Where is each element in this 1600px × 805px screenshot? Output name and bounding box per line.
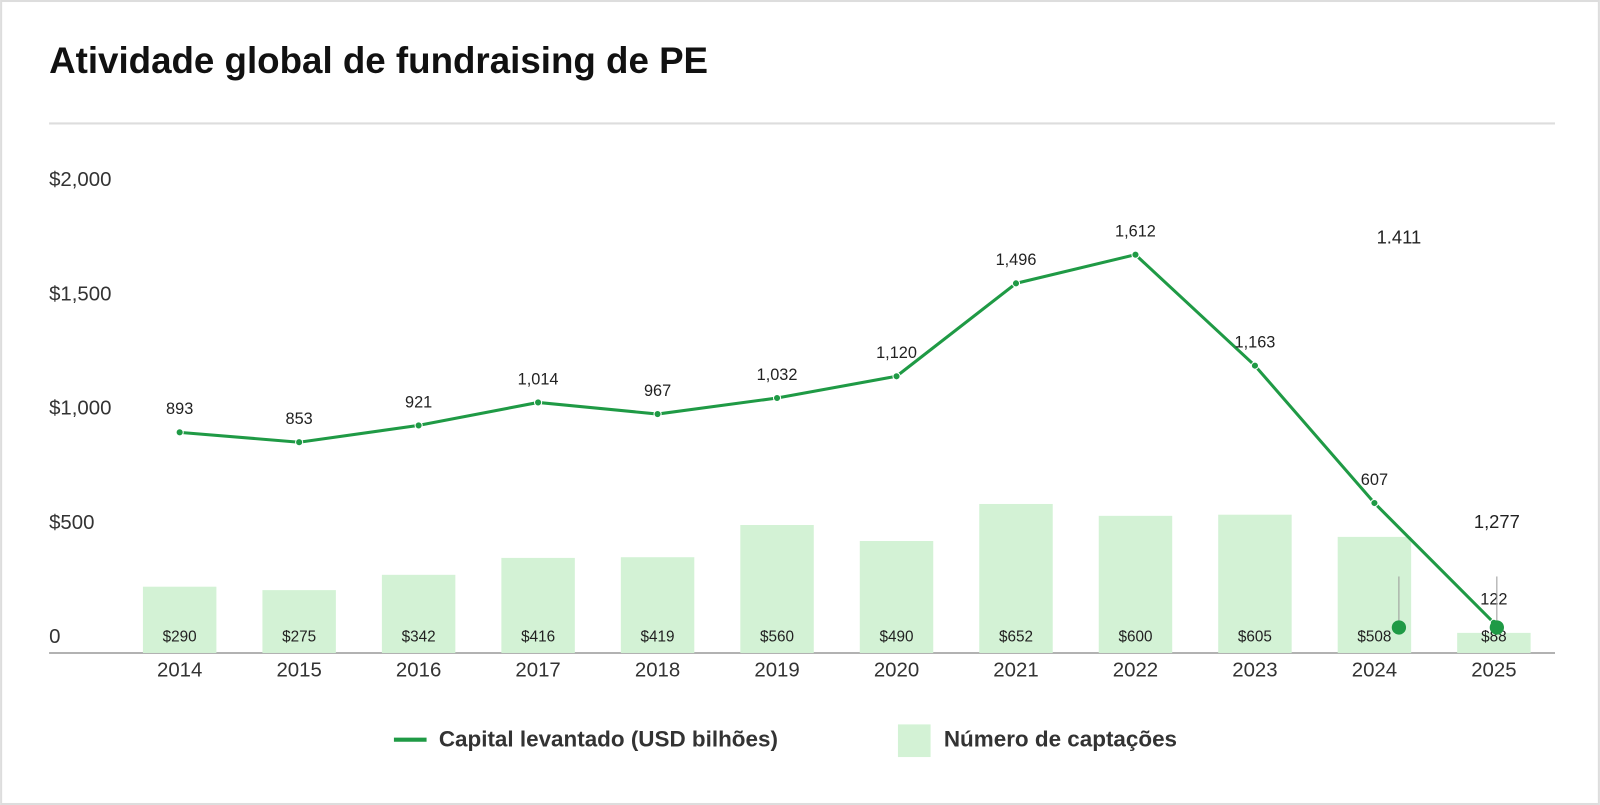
y-tick-label: $2,000 <box>49 169 111 191</box>
bar <box>262 590 336 653</box>
line-point <box>295 438 304 447</box>
bar <box>501 557 575 653</box>
line-label: 921 <box>405 393 432 411</box>
line-label: 853 <box>286 410 313 428</box>
line-point <box>1370 498 1379 508</box>
x-tick-label: 2025 <box>1471 660 1516 682</box>
line-label: 607 <box>1361 471 1388 489</box>
x-tick-label: 2014 <box>157 660 202 682</box>
x-tick-label: 2015 <box>276 660 321 682</box>
line-label: 1,163 <box>1235 333 1276 351</box>
bar-label: $490 <box>880 629 914 646</box>
line-point <box>1250 361 1260 370</box>
y-tick-label: 0 <box>49 626 60 648</box>
annotation: 1,277 <box>1474 511 1520 532</box>
line-label: 1,496 <box>996 251 1037 269</box>
x-tick-label: 2016 <box>396 660 441 682</box>
line-label: 893 <box>166 400 193 418</box>
bar-label: $275 <box>282 629 316 646</box>
bar <box>979 503 1053 653</box>
bar-label: $342 <box>402 629 436 646</box>
bar-label: $560 <box>760 629 794 646</box>
bar-label: $652 <box>999 629 1033 646</box>
bar <box>381 574 456 653</box>
y-tick-label: $1,500 <box>49 283 111 305</box>
y-tick-label: $500 <box>49 512 94 534</box>
legend-label: Número de captações <box>944 727 1177 752</box>
line-point <box>892 372 901 381</box>
bar-label: $605 <box>1238 629 1272 646</box>
line-label: 122 <box>1480 591 1507 609</box>
line-label: 1,120 <box>876 344 917 362</box>
bar <box>1218 514 1292 653</box>
bar-label: $600 <box>1118 629 1152 646</box>
line-point <box>534 398 543 407</box>
x-tick-label: 2022 <box>1113 660 1158 682</box>
y-tick-label: $1,000 <box>49 398 111 420</box>
annotation-dot <box>1489 620 1504 635</box>
chart-title: Atividade global de fundraising de PE <box>49 40 708 81</box>
bar <box>1098 515 1173 653</box>
x-tick-label: 2019 <box>754 660 799 682</box>
line-label: 1,014 <box>518 370 559 388</box>
legend-swatch <box>897 724 931 758</box>
bar-label: $419 <box>641 629 675 646</box>
bar-label: $416 <box>521 629 555 646</box>
line-point <box>414 421 423 430</box>
legend-label: Capital levantado (USD bilhões) <box>439 727 778 752</box>
bar <box>1457 632 1531 653</box>
x-tick-label: 2021 <box>993 660 1038 682</box>
bar <box>859 540 934 653</box>
line <box>179 253 1495 624</box>
annotation-dot <box>1391 620 1407 635</box>
annotation: 1.411 <box>1377 227 1422 248</box>
bar <box>620 557 695 653</box>
bar <box>740 524 814 653</box>
line-point <box>653 409 662 419</box>
line-point <box>1011 279 1021 288</box>
x-tick-label: 2024 <box>1352 660 1397 682</box>
line-label: 967 <box>644 382 671 400</box>
line-label: 1,612 <box>1115 223 1156 241</box>
line-point <box>772 393 782 403</box>
x-tick-label: 2018 <box>635 660 680 682</box>
x-tick-label: 2017 <box>515 660 560 682</box>
bar <box>142 586 217 653</box>
line-point <box>175 428 184 437</box>
line-label: 1,032 <box>757 366 798 384</box>
x-tick-label: 2023 <box>1232 660 1277 682</box>
bar-label: $508 <box>1357 629 1391 646</box>
line-point <box>1131 250 1140 259</box>
x-tick-label: 2020 <box>874 660 919 682</box>
bar-label: $290 <box>163 629 197 646</box>
